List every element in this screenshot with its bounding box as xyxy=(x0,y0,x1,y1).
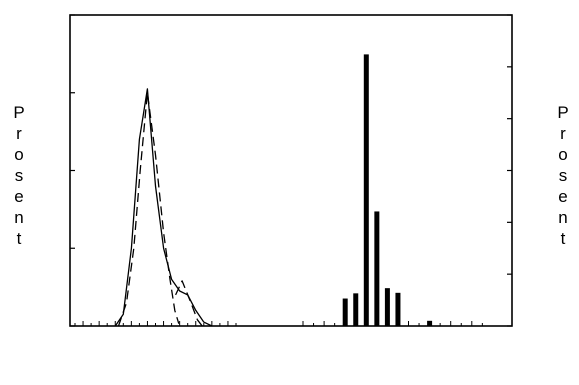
right-y-axis-label-letter: n xyxy=(558,208,567,227)
left-y-axis-label-letter: n xyxy=(14,208,23,227)
right-y-axis-label-letter: t xyxy=(561,229,566,248)
right-y-axis-label-letter: s xyxy=(559,166,568,185)
age-bar-12 xyxy=(427,320,433,326)
length-series-1-line xyxy=(114,88,213,327)
left-y-axis-label-letter: t xyxy=(17,229,22,248)
left-y-axis-label-letter: r xyxy=(16,124,22,143)
left-y-axis-label-letter: P xyxy=(13,103,24,122)
plot-frame xyxy=(69,14,513,327)
right-y-axis-label-letter: e xyxy=(558,187,567,206)
length-series-2-line xyxy=(117,92,180,327)
left-y-axis-label-letter: e xyxy=(14,187,23,206)
right-y-axis-label-letter: o xyxy=(558,145,567,164)
age-bar-6 xyxy=(363,54,369,326)
left-y-axis-label-letter: s xyxy=(15,166,24,185)
length-series-3-line xyxy=(175,280,203,327)
age-bar-8 xyxy=(384,288,390,326)
age-bar-9 xyxy=(395,292,401,326)
age-bar-5 xyxy=(353,293,359,326)
age-bar-4 xyxy=(342,298,348,326)
right-y-axis-label-letter: r xyxy=(560,124,566,143)
left-y-axis-label-letter: o xyxy=(14,145,23,164)
right-y-axis-label-letter: P xyxy=(557,103,568,122)
age-bar-7 xyxy=(374,211,380,326)
